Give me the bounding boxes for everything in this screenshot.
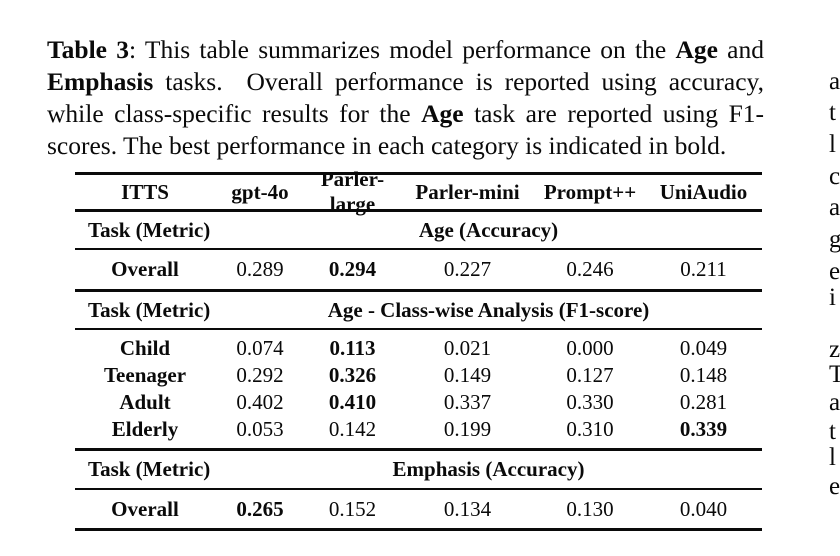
table-row-group: Child 0.074 0.113 0.021 0.000 0.049 Teenager 0.… [75,330,762,448]
table-row: Elderly 0.053 0.142 0.199 0.310 0.339 [75,416,762,443]
edge-text-fragment: t [829,418,836,445]
value-cell: 0.142 [328,417,377,441]
table-rule [75,209,762,212]
value-cell: 0.289 [236,257,284,281]
table-row: Child 0.074 0.113 0.021 0.000 0.049 [75,335,762,362]
value-cell: 0.211 [680,257,727,281]
row-label-header: Task (Metric) [88,457,211,481]
value-cell: 0.152 [328,496,377,521]
value-cell: 0.127 [566,363,614,387]
table-rule [75,328,762,330]
value-cell: 0.199 [443,417,492,441]
row-label: Elderly [111,417,179,441]
value-cell: 0.402 [236,390,284,414]
table-header-row: ITTS gpt-4o Parler-large Parler-mini Prompt+… [75,167,762,216]
caption-text: tasks. Overall performance is reported u… [153,67,764,96]
caption-bold-text: Emphasis [47,67,154,96]
value-cell: 0.292 [236,363,284,387]
caption-text: task are reported using F1- [463,99,764,128]
value-cell: 0.310 [566,417,614,441]
column-header-gpt-4o: gpt-4o [231,179,289,204]
value-cell: 0.049 [679,336,728,360]
column-header-itts: ITTS [121,179,169,204]
caption-text: : This table summarizes model performanc… [129,35,676,64]
caption-text: scores. The best performance in each cat… [47,131,727,160]
value-cell: 0.040 [679,496,728,521]
column-header-parler-large: Parler-large [320,167,385,216]
edge-text-fragment: l [829,444,836,471]
table-row: Overall 0.265 0.152 0.134 0.130 0.040 [75,490,762,528]
value-cell: 0.265 [236,496,284,521]
caption-bold-text: Age [675,35,718,64]
row-label-header: Task (Metric) [88,297,211,322]
value-cell: 0.134 [443,496,492,521]
caption-line: scores. The best performance in each cat… [47,130,764,162]
caption-bold-text: Table 3 [47,35,129,64]
value-cell: 0.149 [443,363,492,387]
caption-bold-text: Age [421,99,464,128]
value-cell: 0.074 [236,336,284,360]
value-cell: 0.021 [443,336,492,360]
row-label: Teenager [103,363,187,387]
value-cell: 0.410 [328,390,377,414]
edge-text-fragment: t [829,99,836,126]
column-header-uniaudio: UniAudio [659,179,748,204]
table-rule [75,248,762,250]
section-header-row: Task (Metric) Age - Class-wise Analysis (… [75,292,762,328]
value-cell: 0.227 [443,257,492,281]
value-cell: 0.339 [679,417,728,441]
row-label: Adult [119,390,171,414]
table-rule [75,448,762,451]
value-cell: 0.113 [329,336,376,360]
caption-text: while class-specific results for the [47,99,422,128]
edge-text-fragment: a [829,194,840,221]
metric-header: Age (Accuracy) [418,217,559,242]
value-cell: 0.337 [443,390,492,414]
metric-header: Emphasis (Accuracy) [392,457,585,481]
row-label: Overall [111,257,179,281]
edge-text-fragment: c [829,163,840,190]
table-rule [75,488,762,490]
table-rule [75,528,762,531]
table-row: Teenager 0.292 0.326 0.149 0.127 0.148 [75,362,762,389]
edge-text-fragment: l [829,131,836,158]
value-cell: 0.326 [328,363,377,387]
value-cell: 0.053 [236,417,284,441]
table-row: Overall 0.289 0.294 0.227 0.246 0.211 [75,250,762,289]
value-cell: 0.281 [679,390,728,414]
value-cell: 0.000 [566,336,614,360]
caption-text: and [717,35,764,64]
value-cell: 0.246 [566,257,614,281]
value-cell: 0.148 [679,363,728,387]
row-label: Child [119,336,171,360]
results-table: ITTS gpt-4o Parler-large Parler-mini Prompt+… [75,167,762,531]
table-rule [75,289,762,292]
table-rule [75,172,762,175]
edge-text-fragment: z [829,336,840,363]
edge-text-fragment: e [829,473,840,500]
table-row: Adult 0.402 0.410 0.337 0.330 0.281 [75,389,762,416]
value-cell: 0.294 [328,257,377,281]
row-label: Overall [111,496,179,521]
edge-text-fragment: i [829,284,836,311]
caption-line: Table 3: This table summarizes model per… [47,34,764,66]
caption-line: Emphasis tasks. Overall performance is r… [47,66,764,98]
caption-line: while class-specific results for the Age… [47,98,764,130]
edge-text-fragment: T [829,361,840,388]
edge-text-fragment: g [829,226,840,253]
value-cell: 0.330 [566,390,614,414]
section-header-row: Task (Metric) Age (Accuracy) [75,212,762,248]
section-header-row: Task (Metric) Emphasis (Accuracy) [75,451,762,488]
edge-text-fragment: e [829,258,840,285]
row-label-header: Task (Metric) [88,217,211,242]
edge-text-fragment: a [829,389,840,416]
column-header-parler-mini: Parler-mini [415,179,520,204]
metric-header: Age - Class-wise Analysis (F1-score) [327,297,650,322]
table-caption: Table 3: This table summarizes model per… [47,34,764,162]
value-cell: 0.130 [566,496,614,521]
column-header-prompt-: Prompt++ [543,179,637,204]
edge-text-fragment: a [829,68,840,95]
